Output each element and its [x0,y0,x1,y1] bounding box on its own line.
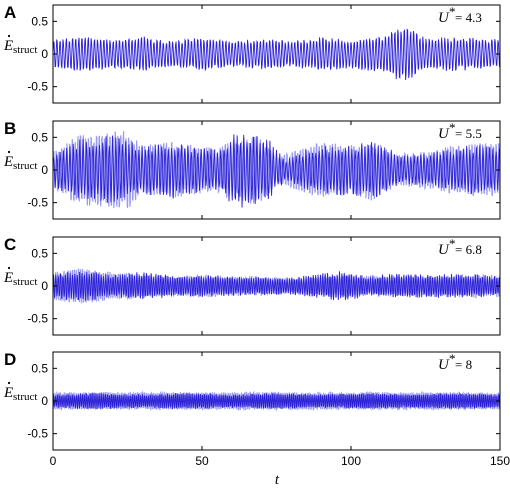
annotation-u: U [438,242,450,258]
series-line-dark [53,134,500,208]
series-group [53,131,500,209]
panel-letter: B [4,119,16,138]
x-tick-label: 50 [195,454,209,468]
series-group [53,28,500,80]
annotation-u: U [438,10,450,26]
annotation-star: * [449,236,456,251]
panel-c: -0.5 0 0.5 CE struct U * = 6.8 [3,235,501,336]
y-axis-label-dot [7,150,11,154]
y-tick-label: -0.5 [27,196,48,210]
annotation-value: = 6.8 [455,242,482,257]
y-tick-label: 0.5 [31,14,48,28]
annotation-star: * [449,4,456,19]
series-line-light [53,267,500,304]
series-line-dark [53,271,500,301]
y-axis-label: E [3,270,13,286]
series-line-dark [53,391,500,410]
y-axis-label-sub: struct [13,276,37,288]
series-group [53,390,500,412]
annotation-u: U [438,357,450,373]
y-axis-label: E [3,385,13,401]
x-tick-label: 0 [50,454,57,468]
y-tick-label: 0 [41,394,48,408]
panel-letter: D [4,350,16,369]
panel-letter: A [4,3,16,22]
annotation-value: = 5.5 [455,126,482,141]
annotation-value: = 4.3 [455,10,482,25]
y-axis-label: E [3,154,13,170]
y-tick-label: -0.5 [27,427,48,441]
annotation-u: U [438,126,450,142]
panel-a: -0.5 0 0.5 AE struct U * = 4.3 [3,3,501,104]
y-tick-label: 0 [41,279,48,293]
series-line-dark [53,28,500,80]
y-axis-label: E [3,38,13,54]
y-tick-label: 0 [41,163,48,177]
series-group [53,267,500,304]
y-axis-label-sub: struct [13,160,37,172]
annotation-value: = 8 [455,357,472,372]
x-tick-label: 100 [341,454,361,468]
y-axis-label-sub: struct [13,44,37,56]
y-tick-label: 0.5 [31,361,48,375]
annotation-star: * [449,120,456,135]
y-axis-label-dot [7,381,11,385]
y-tick-label: 0 [41,47,48,61]
y-axis-label-dot [7,266,11,270]
y-axis-label-dot [7,34,11,38]
y-tick-label: 0.5 [31,130,48,144]
x-axis-label: t [275,472,280,488]
annotation-star: * [449,351,456,366]
y-tick-label: -0.5 [27,312,48,326]
x-tick-label: 150 [490,454,510,468]
panel-letter: C [4,235,16,254]
y-tick-label: -0.5 [27,80,48,94]
y-tick-label: 0.5 [31,246,48,260]
y-axis-label-sub: struct [13,391,37,403]
panel-b: -0.5 0 0.5 BE struct U * = 5.5 [3,119,501,220]
